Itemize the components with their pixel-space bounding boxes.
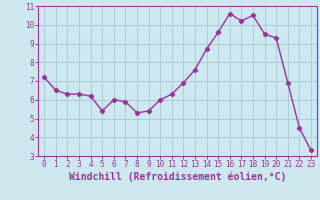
X-axis label: Windchill (Refroidissement éolien,°C): Windchill (Refroidissement éolien,°C) — [69, 172, 286, 182]
